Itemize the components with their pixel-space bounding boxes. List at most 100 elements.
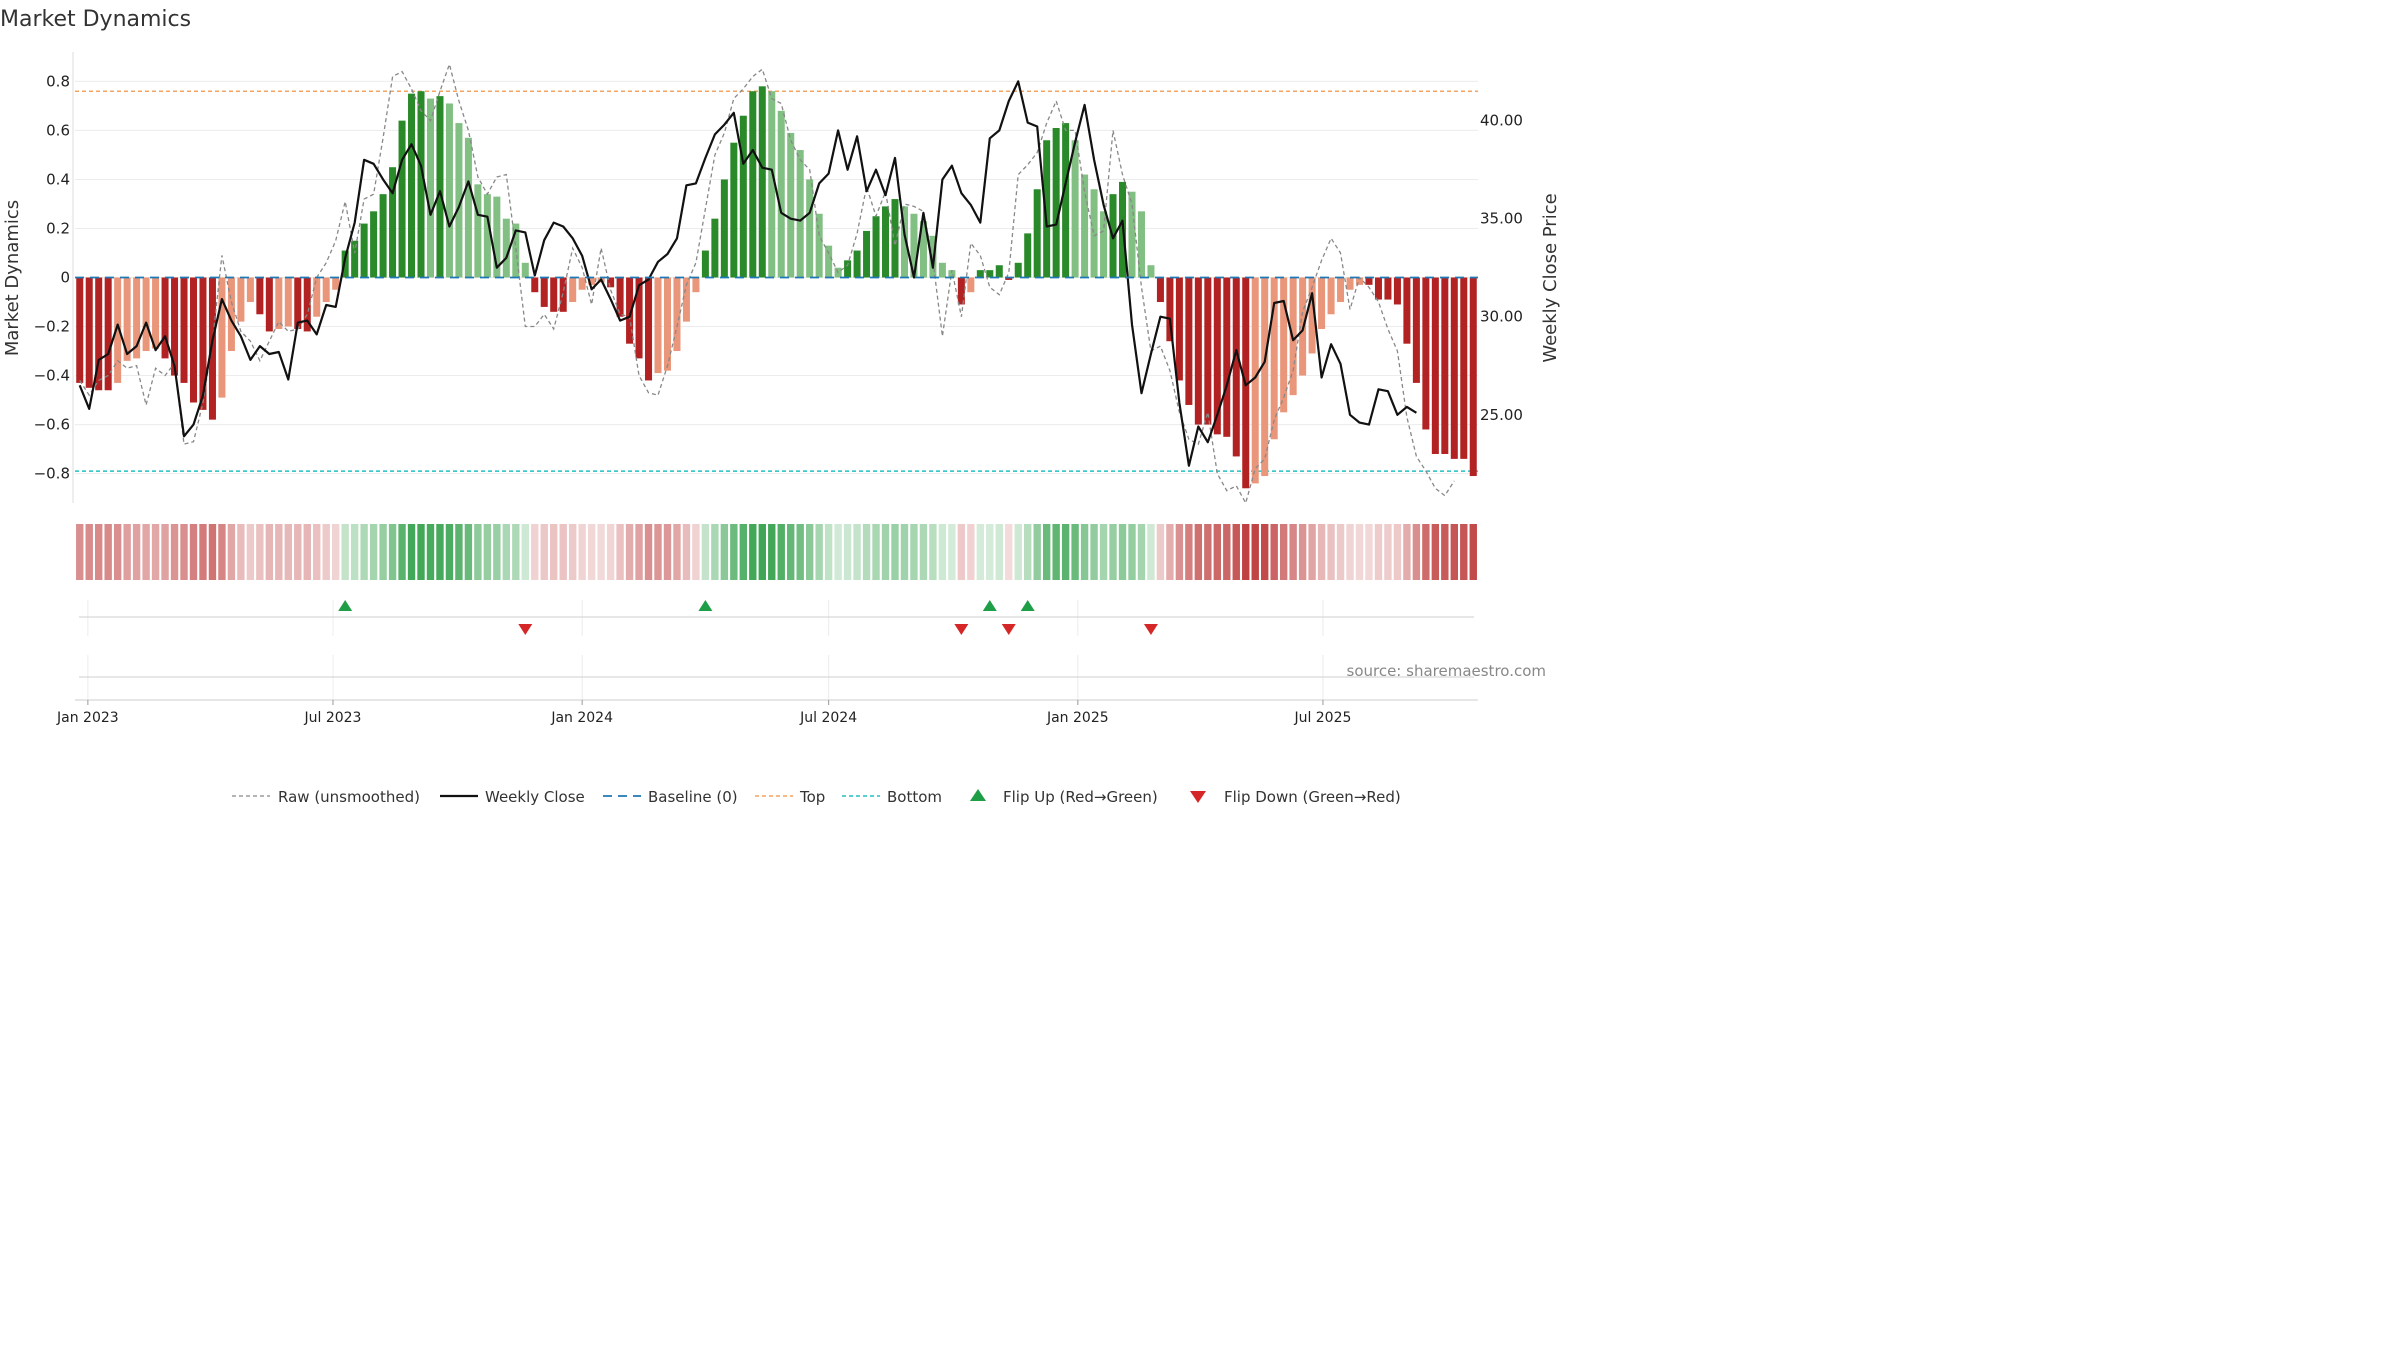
dynamics-bar — [1137, 211, 1145, 278]
heat-cell — [1403, 524, 1411, 580]
dynamics-bar — [1175, 277, 1183, 381]
heat-cell — [1384, 524, 1392, 580]
dynamics-bar — [550, 277, 558, 312]
heat-cell — [1355, 524, 1364, 580]
x-tick-label: Jan 2025 — [1046, 710, 1109, 726]
heat-cell — [85, 524, 93, 580]
dynamics-bar — [133, 277, 141, 359]
heat-cell — [436, 524, 444, 580]
dynamics-bar — [1213, 277, 1221, 435]
heat-cell — [578, 524, 586, 580]
heat-cell — [1204, 524, 1212, 580]
bottom-panel — [75, 655, 1478, 701]
y-left-tick-label: −0.8 — [34, 465, 70, 483]
heat-cell — [597, 524, 605, 580]
heat-cell — [189, 524, 198, 580]
heat-cell — [1298, 524, 1307, 580]
dynamics-bar — [701, 250, 709, 278]
dynamics-bar — [1355, 277, 1364, 285]
dynamics-bar — [1052, 127, 1060, 278]
dynamics-bar — [436, 96, 444, 278]
source-note: source: sharemaestro.com — [1347, 662, 1547, 680]
heat-cell — [445, 524, 454, 580]
dynamics-bar — [616, 277, 624, 317]
dynamics-bar — [1014, 262, 1022, 278]
y-left-tick-label: 0.4 — [46, 170, 70, 188]
heat-cell — [180, 524, 188, 580]
dynamics-bar — [1166, 277, 1174, 342]
dynamics-bar — [398, 120, 406, 278]
heat-cell — [1185, 524, 1193, 580]
x-tick-label: Jan 2024 — [550, 710, 613, 726]
heat-cell — [1175, 524, 1184, 580]
dynamics-bar — [1071, 140, 1079, 278]
heat-cell — [1223, 524, 1231, 580]
heat-cell — [625, 524, 634, 580]
y-left-tick-label: 0.8 — [46, 72, 70, 90]
dynamics-bar — [95, 277, 103, 391]
heat-cell — [654, 524, 662, 580]
dynamics-bar — [208, 277, 216, 420]
dynamics-bar — [749, 91, 757, 278]
heat-cell — [1109, 524, 1117, 580]
y-right-tick-label: 40.00 — [1480, 112, 1523, 130]
dynamics-bar — [919, 221, 927, 278]
heat-cell — [1251, 524, 1259, 580]
heat-cell — [749, 524, 757, 580]
heat-cell — [474, 524, 482, 580]
dynamics-bar — [1422, 277, 1430, 430]
heat-cell — [502, 524, 511, 580]
flip-down-marker — [954, 624, 969, 635]
heat-cell — [1441, 524, 1449, 580]
y-axis-right: 40.00 35.00 30.00 25.00 — [1480, 112, 1523, 424]
y-left-tick-label: −0.4 — [34, 367, 70, 385]
dynamics-bar — [540, 277, 548, 307]
heat-cell — [360, 524, 368, 580]
legend-swatch-flip-down — [1190, 791, 1206, 803]
heat-cell — [692, 524, 700, 580]
heat-cell — [1213, 524, 1222, 580]
heat-cell — [938, 524, 947, 580]
heat-cell — [758, 524, 766, 580]
dynamics-bar — [114, 277, 122, 383]
heat-cell — [256, 524, 264, 580]
dynamics-bar — [957, 277, 965, 305]
x-tick-label: Jan 2023 — [56, 710, 119, 726]
heat-cell — [1118, 524, 1127, 580]
heat-cell — [369, 524, 378, 580]
heat-cell — [483, 524, 492, 580]
heat-cell — [294, 524, 302, 580]
dynamics-bar — [389, 167, 397, 278]
dynamics-bar — [180, 277, 188, 383]
market-dynamics-chart: Market Dynamics 0.8 0.6 0.4 0.2 0 −0.2 −0.4 −0.… — [0, 7, 1560, 806]
heat-cell — [1005, 524, 1013, 580]
dynamics-bar — [161, 277, 169, 359]
heat-cell — [1137, 524, 1146, 580]
heat-cell — [303, 524, 311, 580]
heat-cell — [161, 524, 169, 580]
dynamics-bar — [1412, 277, 1420, 383]
heat-cell — [455, 524, 463, 580]
heat-cell — [881, 524, 890, 580]
dynamics-bar — [351, 240, 359, 278]
chart-root: Market Dynamics 0.8 0.6 0.4 0.2 0 −0.2 −0.4 −0.… — [0, 0, 1560, 878]
dynamics-bar — [815, 213, 823, 278]
heat-cell — [398, 524, 406, 580]
heat-cell — [407, 524, 416, 580]
dynamics-bar — [1128, 191, 1136, 278]
heat-cell — [341, 524, 349, 580]
dynamics-bar — [1100, 211, 1108, 278]
dynamics-bar — [1194, 277, 1202, 425]
dynamics-bar — [171, 277, 179, 376]
dynamics-bar — [730, 142, 738, 278]
dynamics-bar — [588, 277, 596, 285]
dynamics-bar — [104, 277, 112, 391]
heat-cell — [843, 524, 852, 580]
dynamics-bar — [863, 230, 871, 278]
dynamics-bar — [1431, 277, 1439, 454]
dynamics-bar — [303, 277, 311, 332]
dynamics-bar — [995, 265, 1003, 278]
heat-cell — [720, 524, 729, 580]
heat-cell — [976, 524, 985, 580]
dynamics-bar — [844, 260, 852, 278]
